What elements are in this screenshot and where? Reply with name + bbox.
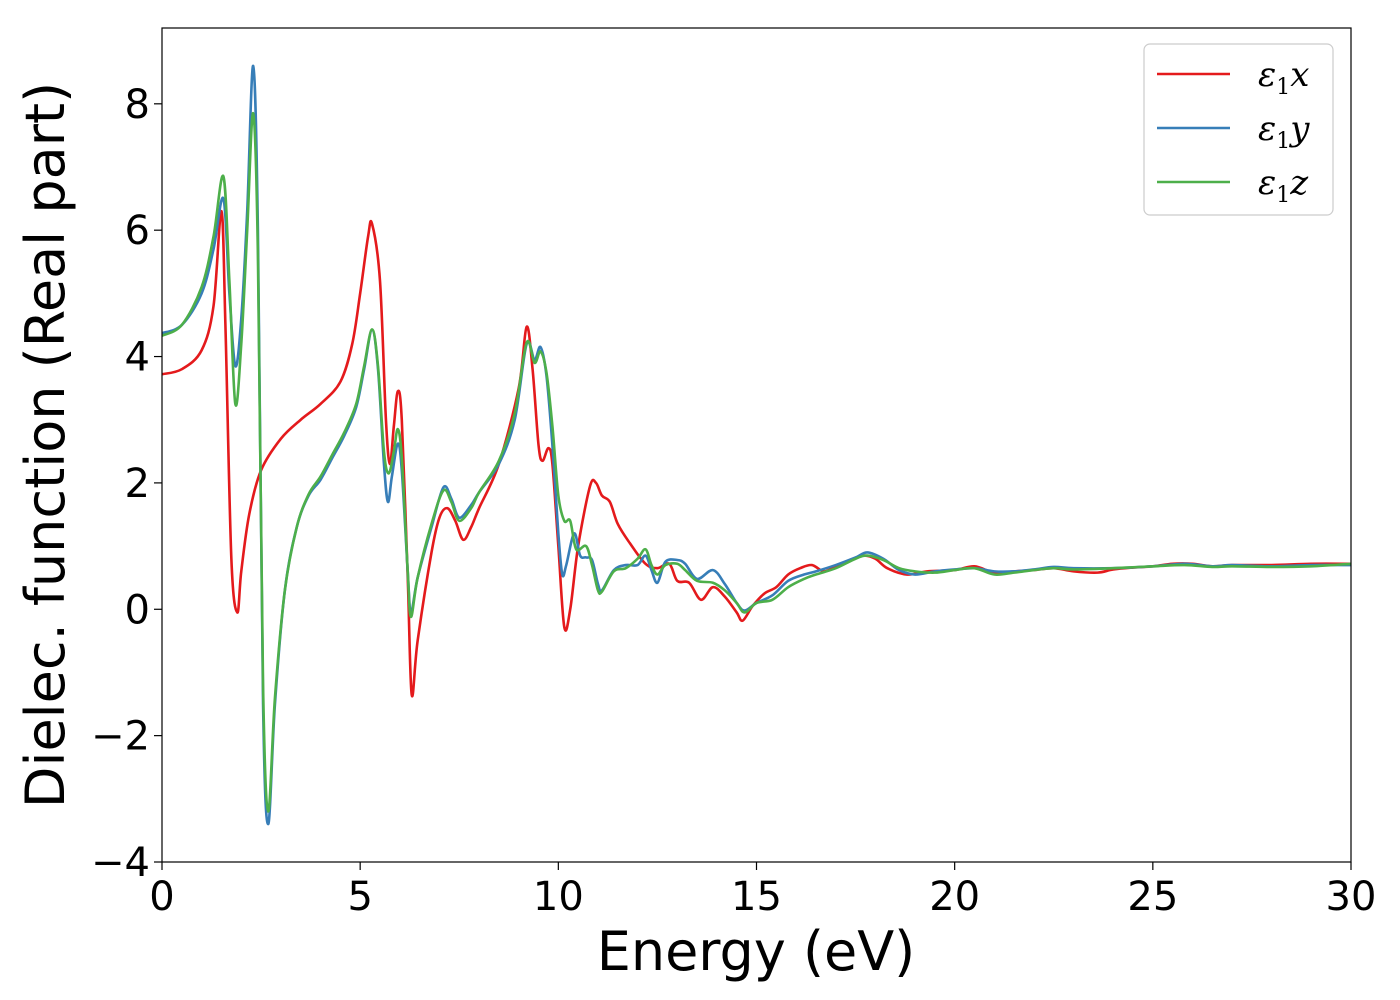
x-tick-label: 25 [1127,874,1178,920]
y-tick-label: 2 [125,461,150,507]
x-tick-label: 0 [149,874,174,920]
x-axis-title: Energy (eV) [597,920,916,983]
legend: ε1x ε1y ε1z [1143,43,1334,216]
y-tick-label: −4 [91,840,150,886]
y-axis: −4 −2 0 2 4 6 8 [91,82,162,886]
series-line-3 [162,111,1351,813]
x-tick-label: 15 [731,874,782,920]
legend-label: ε1z [1258,163,1309,208]
x-tick-label: 20 [929,874,980,920]
x-axis: 0 5 10 15 20 25 30 [149,862,1376,920]
y-tick-label: 0 [125,587,150,633]
legend-label: ε1y [1258,109,1310,154]
y-tick-label: 4 [125,335,150,381]
x-tick-label: 5 [347,874,372,920]
y-axis-title: Dielec. function (Real part) [14,82,77,808]
series-layer [162,64,1351,826]
x-tick-label: 10 [533,874,584,920]
legend-label: ε1x [1258,55,1309,100]
y-tick-label: −2 [91,714,150,760]
y-tick-label: 6 [125,208,150,254]
legend-box [1143,43,1334,216]
series-line-1 [162,209,1351,698]
y-tick-label: 8 [125,82,150,128]
x-tick-label: 30 [1326,874,1377,920]
